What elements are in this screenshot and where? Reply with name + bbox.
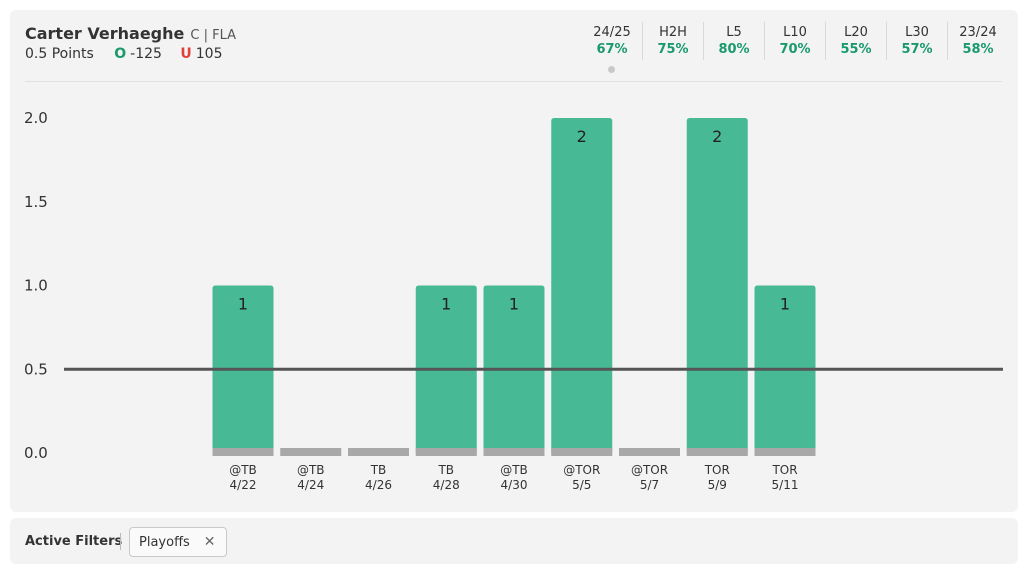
- x-tick-date: 5/9: [708, 478, 727, 492]
- y-tick-label: 0.0: [24, 444, 48, 462]
- x-tick-date: 4/22: [230, 478, 257, 492]
- bar-baseline: [619, 448, 680, 456]
- x-tick-opponent: TOR: [771, 463, 797, 477]
- stat-value: 58%: [962, 42, 994, 57]
- x-tick-opponent: @TB: [500, 463, 528, 477]
- player-info: Carter Verhaeghe C | FLA: [25, 24, 236, 43]
- stat-value: 80%: [718, 42, 750, 57]
- stat-value: 67%: [596, 42, 628, 57]
- y-tick-label: 2.0: [24, 109, 48, 127]
- bar-value-label: 2: [577, 127, 587, 146]
- x-tick-date: 5/11: [772, 478, 799, 492]
- y-tick-label: 1.5: [24, 193, 48, 211]
- stat-label: L30: [905, 25, 929, 40]
- y-tick-label: 1.0: [24, 277, 48, 295]
- over-label: O: [114, 46, 127, 62]
- prop-line-label: 0.5 Points: [25, 46, 94, 62]
- active-filters-bar: Active Filters Playoffs ✕: [10, 518, 1018, 564]
- stat-label: H2H: [659, 25, 687, 40]
- bar-value-label: 2: [712, 127, 722, 146]
- prop-line: 0.5 Points O -125 U 105: [25, 46, 222, 62]
- stat-value: 75%: [657, 42, 689, 57]
- stat-tab-season[interactable]: 24/25 67%: [582, 22, 642, 73]
- x-tick-date: 4/28: [433, 478, 460, 492]
- stat-tab-h2h[interactable]: H2H 75%: [642, 22, 703, 60]
- close-icon[interactable]: ✕: [203, 534, 216, 550]
- stat-tab-l20[interactable]: L20 55%: [825, 22, 886, 60]
- stat-label: L20: [844, 25, 868, 40]
- chart-header: Carter Verhaeghe C | FLA 0.5 Points O -125…: [10, 10, 1018, 82]
- stat-label: L10: [783, 25, 807, 40]
- stat-tab-l10[interactable]: L10 70%: [764, 22, 825, 60]
- filters-separator: [120, 533, 121, 550]
- bar-chart: 2.01.51.00.50.01@TB4/22@TB4/24TB4/261TB4…: [24, 109, 1003, 492]
- x-tick-opponent: @TOR: [563, 463, 600, 477]
- stat-tab-prev-season[interactable]: 23/24 58%: [947, 22, 1008, 60]
- x-tick-date: 5/5: [572, 478, 591, 492]
- x-tick-opponent: @TOR: [631, 463, 668, 477]
- x-tick-opponent: @TB: [297, 463, 325, 477]
- bar-value-label: 1: [441, 295, 451, 314]
- filter-chip-label: Playoffs: [139, 534, 190, 550]
- active-filters-label: Active Filters: [25, 534, 123, 549]
- player-meta: C | FLA: [190, 28, 237, 43]
- bar-baseline: [280, 448, 342, 456]
- x-tick-date: 5/7: [640, 478, 659, 492]
- header-divider: [25, 81, 1002, 82]
- x-tick-date: 4/26: [365, 478, 392, 492]
- stat-label: L5: [726, 25, 742, 40]
- bar-baseline: [348, 448, 409, 456]
- bar: [551, 118, 613, 453]
- bar: [686, 118, 748, 453]
- bar-baseline: [483, 448, 545, 456]
- under-odds: 105: [195, 46, 223, 62]
- under-label: U: [180, 46, 192, 62]
- filter-chip-playoffs[interactable]: Playoffs ✕: [129, 527, 227, 557]
- bar-baseline: [754, 448, 816, 456]
- x-tick-opponent: TB: [437, 463, 454, 477]
- stats-tabs: 24/25 67% H2H 75% L5 80% L10 70% L20 55%: [582, 22, 1008, 73]
- over-odds: -125: [130, 46, 162, 62]
- active-indicator: [608, 66, 615, 73]
- stat-tab-l5[interactable]: L5 80%: [703, 22, 764, 60]
- x-tick-date: 4/30: [501, 478, 528, 492]
- bar-baseline: [686, 448, 748, 456]
- bar-value-label: 1: [780, 295, 790, 314]
- x-tick-opponent: TOR: [704, 463, 730, 477]
- bar-baseline: [551, 448, 613, 456]
- chart-card: Carter Verhaeghe C | FLA 0.5 Points O -125…: [10, 10, 1018, 512]
- bar-value-label: 1: [509, 295, 519, 314]
- stat-label: 24/25: [593, 25, 631, 40]
- x-tick-date: 4/24: [297, 478, 324, 492]
- player-name: Carter Verhaeghe: [25, 24, 185, 43]
- bar-baseline: [212, 448, 274, 456]
- stat-value: 70%: [779, 42, 811, 57]
- stat-label: 23/24: [959, 25, 997, 40]
- y-tick-label: 0.5: [24, 360, 48, 378]
- x-tick-opponent: TB: [370, 463, 387, 477]
- stat-tab-l30[interactable]: L30 57%: [886, 22, 947, 60]
- bar-value-label: 1: [238, 295, 248, 314]
- stat-value: 55%: [840, 42, 872, 57]
- x-tick-opponent: @TB: [229, 463, 257, 477]
- bar-baseline: [415, 448, 477, 456]
- stat-value: 57%: [901, 42, 933, 57]
